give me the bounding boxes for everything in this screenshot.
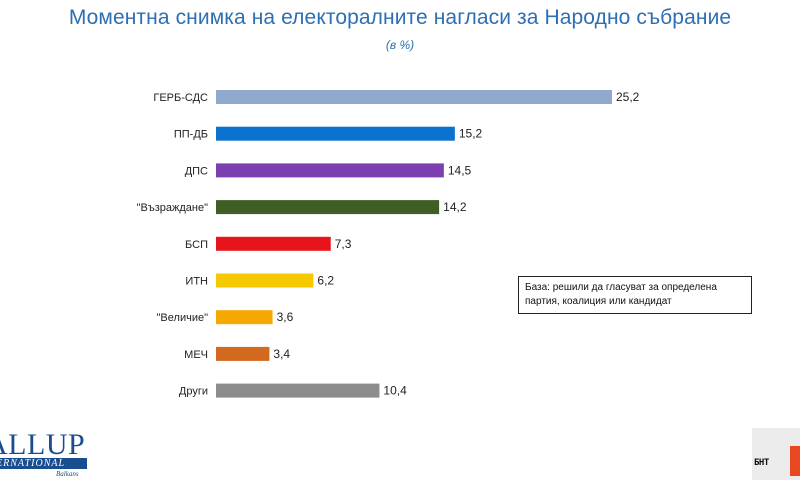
gallup-logo-text: ALLUP	[0, 430, 86, 461]
value-label: 14,2	[443, 200, 467, 214]
bnt-logo: БНТ	[752, 428, 800, 480]
value-label: 6,2	[317, 274, 334, 288]
category-label: "Възраждане"	[137, 202, 208, 214]
chart-subtitle: (в %)	[385, 38, 415, 52]
bar-8	[216, 383, 380, 398]
value-label: 25,2	[616, 90, 640, 104]
category-label: "Величие"	[157, 312, 209, 324]
bar-2	[216, 163, 444, 178]
gallup-logo-sub: Balkans	[56, 470, 79, 478]
gallup-logo: ALLUP ERNATIONAL Balkans	[0, 430, 90, 480]
chart-title: Моментна снимка на електоралните нагласи…	[68, 6, 732, 29]
category-label: БСП	[185, 239, 208, 251]
bnt-logo-mark	[790, 446, 800, 476]
category-label: ИТН	[185, 276, 208, 288]
base-note-line-1: База: решили да гласуват за определена	[525, 282, 717, 293]
bnt-logo-text: БНТ	[754, 458, 769, 468]
value-label: 3,4	[273, 347, 290, 361]
value-label: 3,6	[277, 310, 294, 324]
category-label: ДПС	[185, 165, 208, 177]
category-label: Други	[179, 386, 208, 398]
value-label: 15,2	[459, 127, 483, 141]
value-label: 14,5	[448, 163, 472, 177]
base-note-line-2: партия, коалиция или кандидат	[525, 296, 672, 307]
bar-7	[216, 346, 270, 361]
gallup-logo-band: ERNATIONAL	[0, 458, 87, 469]
category-label: МЕЧ	[184, 349, 208, 361]
base-note: База: решили да гласуват за определена п…	[518, 276, 752, 314]
bar-1	[216, 126, 455, 141]
value-label: 7,3	[335, 237, 352, 251]
bar-4	[216, 236, 331, 251]
bar-3	[216, 200, 440, 215]
bar-0	[216, 90, 612, 104]
category-label: ПП-ДБ	[174, 129, 208, 141]
value-label: 10,4	[383, 384, 407, 398]
bar-5	[216, 273, 314, 288]
bar-6	[216, 310, 273, 325]
category-label: ГЕРБ-СДС	[153, 92, 208, 104]
